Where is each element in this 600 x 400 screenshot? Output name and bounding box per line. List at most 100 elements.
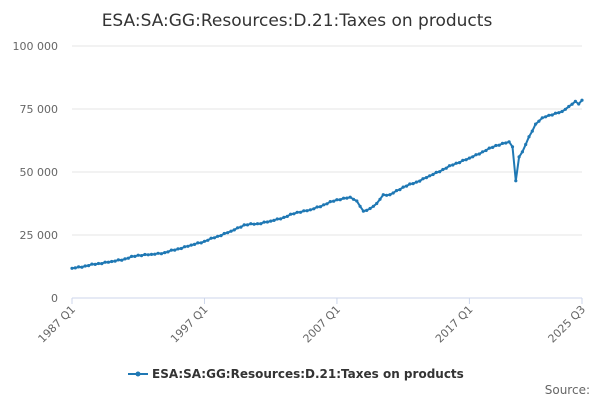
data-point[interactable] — [467, 156, 471, 160]
data-point[interactable] — [527, 135, 531, 139]
data-point[interactable] — [484, 148, 488, 153]
data-point[interactable] — [394, 189, 399, 193]
data-point[interactable] — [282, 215, 286, 219]
data-point[interactable] — [212, 236, 216, 240]
data-point[interactable] — [120, 258, 124, 262]
data-point[interactable] — [404, 184, 409, 188]
data-point[interactable] — [398, 188, 402, 192]
data-point[interactable] — [345, 196, 349, 200]
data-point[interactable] — [305, 209, 309, 213]
data-point[interactable] — [308, 208, 312, 212]
data-point[interactable] — [524, 142, 528, 147]
data-point[interactable] — [537, 119, 541, 123]
data-point[interactable] — [289, 212, 293, 216]
data-point[interactable] — [494, 143, 498, 148]
data-point[interactable] — [428, 174, 432, 178]
data-point[interactable] — [342, 196, 346, 200]
data-point[interactable] — [325, 202, 329, 206]
data-point[interactable] — [517, 155, 521, 159]
data-point[interactable] — [461, 158, 465, 162]
data-point[interactable] — [139, 254, 144, 258]
data-point[interactable] — [173, 248, 177, 252]
data-point[interactable] — [100, 262, 104, 266]
data-point[interactable] — [424, 176, 428, 180]
data-point[interactable] — [229, 229, 233, 233]
data-point[interactable] — [179, 246, 183, 251]
data-point[interactable] — [375, 201, 379, 206]
data-point[interactable] — [332, 199, 336, 203]
data-point[interactable] — [272, 218, 276, 222]
data-point[interactable] — [192, 242, 197, 246]
data-point[interactable] — [514, 179, 518, 183]
data-point[interactable] — [242, 223, 246, 227]
data-point[interactable] — [457, 161, 462, 165]
data-point[interactable] — [378, 197, 382, 201]
data-point[interactable] — [421, 177, 425, 181]
data-point[interactable] — [315, 205, 319, 209]
data-point[interactable] — [70, 266, 74, 270]
data-point[interactable] — [348, 195, 352, 199]
data-point[interactable] — [209, 236, 213, 240]
data-point[interactable] — [186, 244, 190, 248]
data-point[interactable] — [285, 214, 289, 218]
data-point[interactable] — [113, 259, 117, 263]
data-point[interactable] — [156, 251, 160, 255]
data-point[interactable] — [408, 182, 412, 186]
data-point[interactable] — [474, 153, 478, 157]
data-point[interactable] — [222, 231, 226, 236]
data-point[interactable] — [219, 234, 223, 238]
data-point[interactable] — [580, 98, 584, 102]
data-point[interactable] — [269, 219, 273, 223]
data-point[interactable] — [414, 180, 418, 184]
data-point[interactable] — [534, 122, 538, 126]
data-point[interactable] — [176, 247, 180, 251]
data-point[interactable] — [279, 217, 283, 221]
data-point[interactable] — [504, 141, 508, 145]
data-point[interactable] — [153, 252, 157, 256]
data-point[interactable] — [252, 222, 256, 226]
data-point[interactable] — [441, 167, 445, 172]
data-point[interactable] — [259, 222, 263, 226]
data-point[interactable] — [487, 146, 491, 150]
data-point[interactable] — [358, 204, 362, 208]
data-point[interactable] — [245, 223, 250, 227]
data-point[interactable] — [454, 161, 458, 165]
data-point[interactable] — [236, 226, 240, 230]
data-point[interactable] — [199, 241, 203, 245]
data-point[interactable] — [216, 234, 220, 238]
data-point[interactable] — [547, 113, 551, 117]
data-point[interactable] — [411, 182, 415, 186]
data-point[interactable] — [265, 220, 269, 224]
data-point[interactable] — [262, 220, 266, 224]
data-point[interactable] — [464, 158, 468, 162]
data-point[interactable] — [438, 170, 442, 174]
data-point[interactable] — [312, 207, 316, 211]
data-point[interactable] — [166, 250, 170, 254]
data-point[interactable] — [338, 198, 342, 202]
data-point[interactable] — [507, 140, 511, 144]
data-point[interactable] — [189, 243, 193, 247]
data-point[interactable] — [444, 166, 448, 170]
data-point[interactable] — [136, 253, 140, 257]
data-point[interactable] — [577, 102, 581, 106]
data-point[interactable] — [322, 203, 326, 207]
data-point[interactable] — [169, 248, 173, 252]
data-point[interactable] — [557, 111, 561, 115]
data-point[interactable] — [302, 209, 306, 213]
data-point[interactable] — [183, 245, 187, 249]
data-point[interactable] — [471, 155, 475, 159]
data-point[interactable] — [381, 193, 385, 197]
data-point[interactable] — [371, 204, 375, 208]
data-point[interactable] — [133, 254, 137, 258]
data-point[interactable] — [255, 222, 260, 226]
data-point[interactable] — [510, 145, 515, 149]
data-point[interactable] — [351, 197, 356, 201]
data-point[interactable] — [553, 111, 558, 115]
data-point[interactable] — [80, 265, 84, 269]
data-point[interactable] — [570, 102, 574, 106]
data-point[interactable] — [401, 185, 405, 189]
data-point[interactable] — [497, 143, 501, 147]
data-point[interactable] — [550, 113, 554, 117]
data-point[interactable] — [451, 163, 455, 167]
data-point[interactable] — [226, 231, 230, 235]
